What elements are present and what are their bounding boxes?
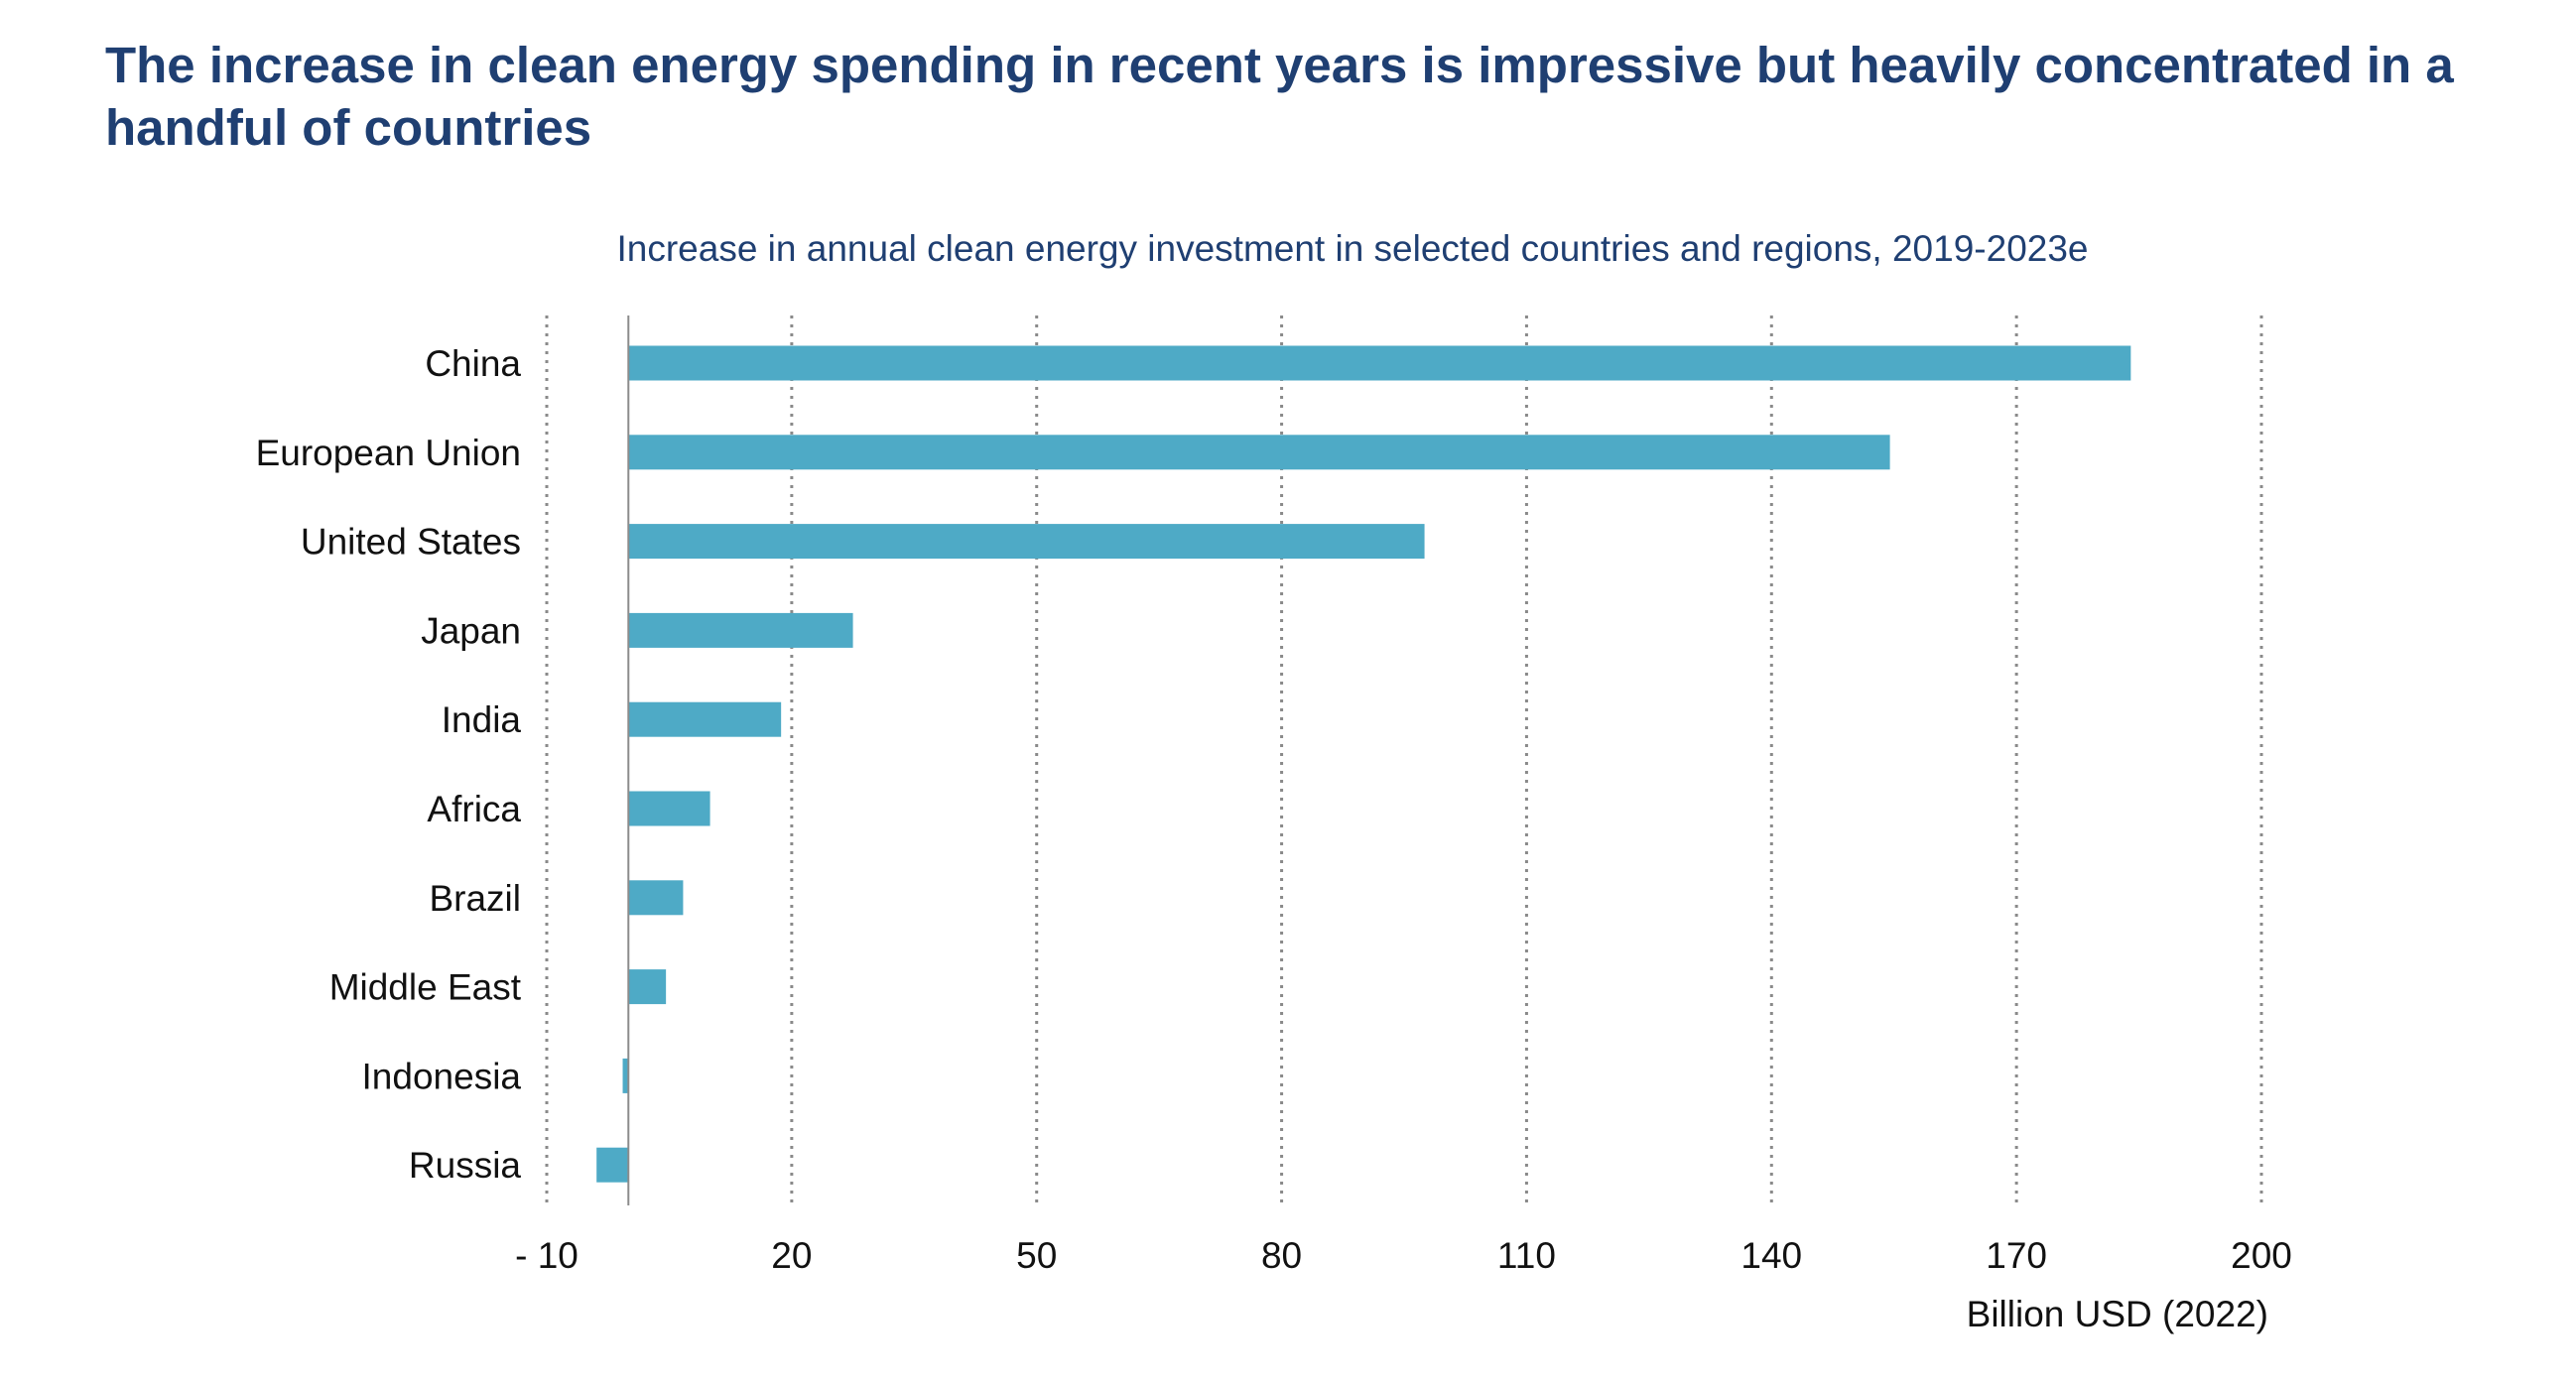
bar-middle-east [628,969,667,1005]
category-labels: China European Union United States Japan Ind… [256,343,522,1186]
chart-title: Increase in annual clean energy investme… [616,228,2089,269]
bar-russia [596,1147,629,1183]
x-tick-label: 50 [1016,1235,1057,1276]
category-label: China [425,343,521,384]
category-label: Middle East [329,967,522,1008]
bar-european-union [628,435,1890,470]
category-label: Brazil [429,878,521,919]
gridlines [545,315,2263,1205]
category-label: Japan [421,610,521,651]
bar-india [628,701,782,737]
x-tick-label: 170 [1986,1235,2047,1276]
bar-indonesia [622,1058,629,1093]
category-label: European Union [256,433,521,473]
bar-africa [628,791,710,826]
bar-brazil [628,880,684,916]
bars [596,345,2131,1183]
category-label: Africa [427,789,521,829]
x-tick-label: 20 [771,1235,812,1276]
x-tick-label: 110 [1497,1235,1556,1276]
headline: The increase in clean energy spending in… [105,37,2454,156]
x-tick-label: 80 [1261,1235,1302,1276]
x-tick-label: 200 [2231,1235,2292,1276]
category-label: India [442,699,522,740]
x-axis-label: Billion USD (2022) [1967,1294,2268,1334]
x-tick-label: 140 [1740,1235,1802,1276]
bar-japan [628,612,853,648]
x-tick-labels: - 10 20 50 80 110 140 170 200 [515,1235,2292,1276]
bar-china [628,345,2131,381]
x-tick-label: - 10 [515,1235,579,1276]
category-label: United States [301,522,521,563]
bar-united-states [628,524,1425,560]
category-label: Indonesia [362,1056,522,1096]
category-label: Russia [409,1145,522,1186]
